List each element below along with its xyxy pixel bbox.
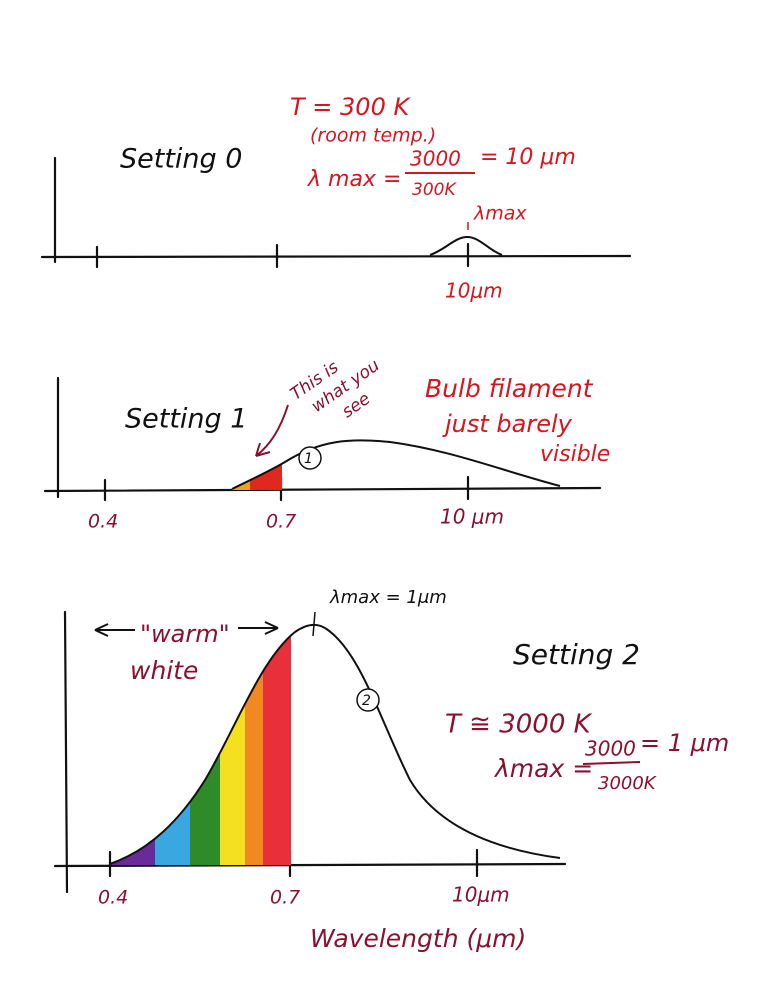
peak-label: λmax — [473, 203, 527, 225]
tick-label: 0.4 — [88, 511, 118, 533]
range-arrows — [94, 621, 279, 637]
remark-line: just barely — [442, 410, 573, 438]
x-axis — [43, 486, 602, 493]
temperature: T = 300 K — [290, 93, 411, 121]
y-axis — [63, 610, 69, 894]
formula-lhs: λmax = — [493, 754, 593, 783]
pointer-arrow — [255, 404, 289, 457]
formula-denominator: 300K — [412, 180, 457, 200]
tick-label: 10 μm — [440, 505, 504, 529]
setting-label: Setting 1 — [125, 404, 247, 435]
tick-label: 0.4 — [98, 887, 128, 909]
temperature: T ≅ 3000 K — [445, 710, 593, 740]
formula-denominator: 3000K — [598, 773, 657, 794]
formula-numerator: 3000 — [410, 147, 461, 171]
formula-numerator: 3000 — [585, 737, 636, 761]
formula-result: = 1 μm — [640, 729, 729, 757]
panel-0: Setting 0 T = 300 K (room temp.) λ max =… — [40, 93, 632, 303]
x-axis-label: Wavelength (μm) — [310, 924, 526, 953]
range-label: white — [130, 656, 198, 685]
fraction-bar — [582, 761, 641, 765]
formula-result: = 10 μm — [480, 145, 576, 170]
x-axis — [53, 862, 567, 868]
peak-label: λmax = 1μm — [329, 587, 447, 608]
curve-marker — [356, 688, 380, 712]
curve-label: 2 — [362, 693, 371, 709]
formula-lhs: λ max = — [307, 167, 401, 192]
peak-marker — [312, 611, 316, 637]
setting-label: Setting 0 — [120, 144, 242, 175]
x-axis — [40, 254, 632, 259]
curve-label: 1 — [304, 451, 313, 467]
tick-label: 0.7 — [270, 887, 300, 909]
tick-label: 0.7 — [266, 511, 296, 533]
note: (room temp.) — [310, 125, 436, 147]
curve — [231, 439, 561, 490]
curve-marker — [298, 446, 322, 470]
tick-label: 10μm — [445, 279, 503, 303]
tick-label: 10μm — [452, 883, 510, 907]
remark-line: visible — [540, 442, 610, 467]
setting-label: Setting 2 — [513, 638, 640, 671]
remark-line: Bulb filament — [425, 374, 594, 403]
curve — [429, 235, 503, 256]
range-label: "warm" — [140, 620, 230, 648]
